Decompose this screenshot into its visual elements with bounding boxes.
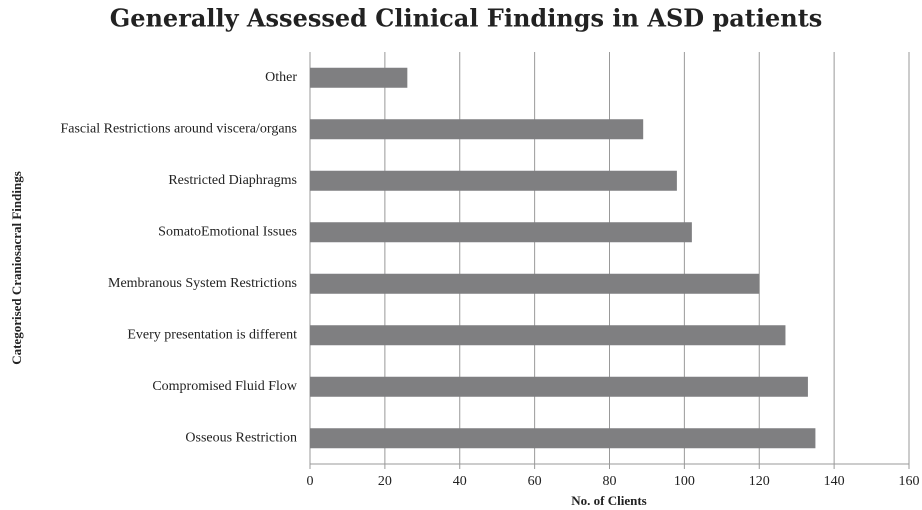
x-tick-label: 60 [528,474,542,489]
chart-title: Generally Assessed Clinical Findings in … [110,4,823,33]
bar [310,67,408,88]
x-tick-label: 20 [378,474,392,489]
x-tick-label: 100 [674,474,695,489]
x-tick-label: 40 [453,474,467,489]
bar [310,325,786,346]
bar [310,428,816,449]
x-tick-label: 160 [899,474,920,489]
bar [310,170,677,191]
y-tick-label: SomatoEmotional Issues [158,224,297,239]
y-tick-label: Fascial Restrictions around viscera/orga… [60,121,297,136]
bar [310,119,644,140]
x-axis-title: No. of Clients [571,493,646,508]
bar [310,222,692,243]
x-tick-label: 80 [603,474,617,489]
y-tick-label: Compromised Fluid Flow [152,379,298,394]
bar [310,376,808,397]
x-tick-label: 120 [749,474,770,489]
bar [310,273,760,294]
y-tick-label: Restricted Diaphragms [168,173,297,188]
y-tick-label: Osseous Restriction [185,430,297,445]
x-tick-label: 140 [824,474,845,489]
y-axis-title: Categorised Craniosacral Findings [9,171,24,365]
y-tick-label: Other [265,70,297,85]
y-tick-label: Every presentation is different [127,327,297,342]
y-tick-label: Membranous System Restrictions [108,276,297,291]
x-tick-label: 0 [307,474,314,489]
